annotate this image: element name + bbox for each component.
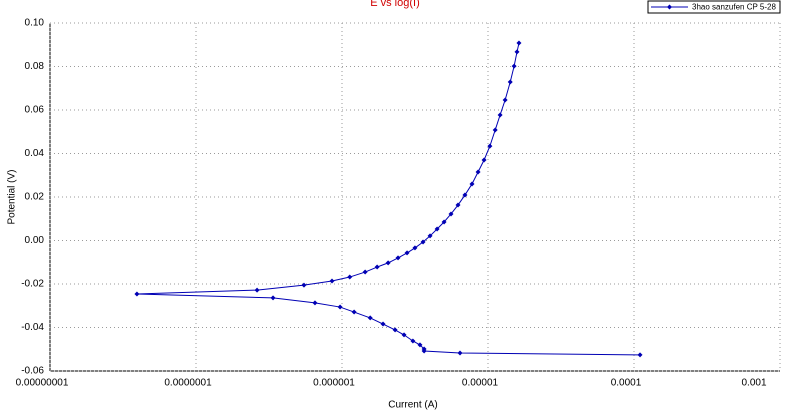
data-point — [401, 332, 407, 338]
data-point — [254, 287, 260, 293]
x-tick-label: 0.0001 — [611, 378, 642, 389]
data-point — [637, 352, 643, 358]
data-point — [502, 97, 508, 103]
data-point — [301, 282, 307, 288]
legend-box — [647, 0, 781, 14]
data-point — [462, 192, 468, 198]
data-point — [380, 321, 386, 327]
data-point — [412, 245, 418, 251]
data-point — [427, 233, 433, 239]
y-tick-label: -0.04 — [21, 322, 44, 333]
data-point — [347, 274, 353, 280]
x-tick-label: 0.001 — [741, 378, 766, 389]
series-line — [136, 42, 641, 356]
data-point — [270, 295, 276, 301]
x-tick-label: 0.00001 — [462, 378, 499, 389]
data-point — [410, 338, 416, 344]
data-point — [329, 278, 335, 284]
data-point — [497, 112, 503, 118]
x-tick-label: 0.00000001 — [16, 378, 69, 389]
y-tick-label: 0.08 — [25, 61, 45, 72]
data-point — [374, 264, 380, 270]
data-point — [469, 181, 475, 187]
data-point — [362, 269, 368, 275]
x-axis-label: Current (A) — [388, 400, 437, 411]
data-point — [475, 169, 481, 175]
data-point — [507, 79, 513, 85]
x-tick-label: 0.0000001 — [164, 378, 212, 389]
data-point — [134, 291, 140, 297]
data-point — [337, 304, 343, 310]
y-tick-label: -0.02 — [21, 279, 44, 290]
data-point — [421, 346, 427, 352]
y-tick-label: 0.10 — [25, 18, 45, 29]
data-point — [448, 211, 454, 217]
data-point — [392, 327, 398, 333]
data-point — [441, 219, 447, 225]
data-point — [516, 40, 522, 46]
legend-marker — [667, 4, 672, 10]
data-point — [457, 350, 463, 356]
y-tick-label: 0.00 — [25, 235, 45, 246]
x-tick-label: 0.000001 — [313, 378, 355, 389]
legend-label: 3hao sanzufen CP 5-28 — [692, 3, 776, 12]
y-tick-label: 0.04 — [25, 148, 45, 159]
y-axis-label: Potential (V) — [7, 169, 18, 224]
data-point — [420, 239, 426, 245]
data-point — [481, 157, 487, 163]
data-point — [351, 309, 357, 315]
data-point — [455, 202, 461, 208]
y-tick-label: 0.06 — [25, 105, 45, 116]
data-point — [492, 127, 498, 133]
data-point — [514, 49, 520, 55]
data-point — [367, 315, 373, 321]
data-point — [434, 226, 440, 232]
chart-title: E vs log(I) — [370, 0, 420, 9]
data-point — [395, 255, 401, 261]
data-point — [417, 342, 423, 348]
data-point — [487, 143, 493, 149]
y-tick-label: 0.02 — [25, 192, 45, 203]
data-point — [404, 250, 410, 256]
y-tick-label: -0.06 — [21, 366, 44, 377]
data-point — [385, 260, 391, 266]
data-point — [511, 63, 517, 69]
data-point — [312, 300, 318, 306]
